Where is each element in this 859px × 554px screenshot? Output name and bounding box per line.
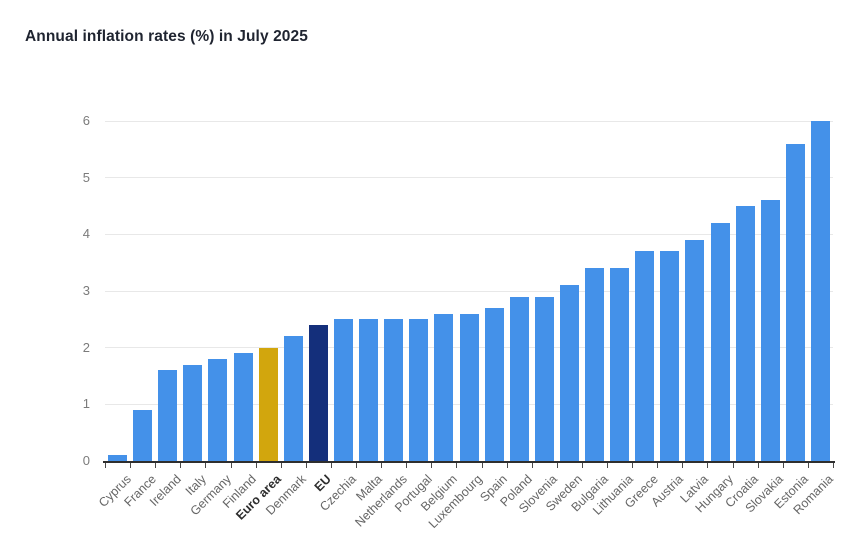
x-axis-tick: [280, 463, 282, 468]
chart-title: Annual inflation rates (%) in July 2025: [25, 28, 308, 45]
x-axis-tick: [155, 463, 157, 468]
bar-belgium[interactable]: [434, 314, 453, 461]
bar-greece[interactable]: [635, 251, 654, 461]
y-axis-label: 5: [82, 169, 90, 185]
x-axis-tick: [556, 463, 558, 468]
y-axis-label: 4: [82, 226, 90, 242]
bar-cyprus[interactable]: [108, 455, 127, 461]
y-axis-label: 6: [82, 113, 90, 128]
x-axis-tick: [657, 463, 659, 468]
y-axis-label: 3: [82, 283, 90, 298]
bar-finland[interactable]: [234, 353, 253, 461]
x-axis-tick: [305, 463, 307, 468]
y-axis-label: 1: [82, 396, 90, 412]
y-axis-label: 2: [82, 339, 90, 355]
gridline: [105, 177, 833, 179]
x-axis-tick: [833, 463, 834, 468]
gridline: [105, 290, 833, 292]
x-axis-tick: [456, 463, 458, 468]
bar-france[interactable]: [133, 410, 152, 461]
x-axis-tick: [682, 463, 684, 468]
x-axis-tick: [330, 463, 332, 468]
x-axis-tick: [481, 463, 483, 468]
x-axis-tick: [406, 463, 408, 468]
bar-slovenia[interactable]: [535, 297, 554, 461]
bar-hungary[interactable]: [711, 223, 730, 461]
x-axis-tick: [255, 463, 257, 468]
bar-italy[interactable]: [183, 365, 202, 461]
x-axis-tick: [506, 463, 508, 468]
x-axis-tick: [632, 463, 634, 468]
bar-croatia[interactable]: [736, 206, 755, 461]
x-axis-tick: [531, 463, 533, 468]
x-axis-tick: [581, 463, 583, 468]
bar-estonia[interactable]: [786, 144, 805, 461]
bar-luxembourg[interactable]: [460, 314, 479, 461]
x-axis-tick: [732, 463, 734, 468]
x-axis-tick: [205, 463, 207, 468]
x-axis-tick: [431, 463, 433, 468]
bar-romania[interactable]: [811, 121, 830, 461]
x-axis-tick: [757, 463, 759, 468]
bar-germany[interactable]: [208, 359, 227, 461]
x-axis-tick: [130, 463, 132, 468]
bar-spain[interactable]: [485, 308, 504, 461]
bar-lithuania[interactable]: [610, 268, 629, 461]
gridline: [105, 120, 833, 122]
bar-poland[interactable]: [510, 297, 529, 461]
x-axis-tick: [105, 463, 106, 468]
bar-latvia[interactable]: [685, 240, 704, 461]
x-axis-tick: [607, 463, 609, 468]
x-axis-tick: [180, 463, 182, 468]
bar-slovakia[interactable]: [761, 200, 780, 461]
x-axis-tick: [707, 463, 709, 468]
bar-netherlands[interactable]: [384, 319, 403, 461]
bar-bulgaria[interactable]: [585, 268, 604, 461]
gridline: [105, 233, 833, 235]
x-axis-tick: [356, 463, 358, 468]
bar-denmark[interactable]: [284, 336, 303, 461]
bar-eu[interactable]: [309, 325, 328, 461]
x-axis-tick: [782, 463, 784, 468]
bar-czechia[interactable]: [334, 319, 353, 461]
bar-austria[interactable]: [660, 251, 679, 461]
bar-malta[interactable]: [359, 319, 378, 461]
bar-ireland[interactable]: [158, 370, 177, 461]
bar-sweden[interactable]: [560, 285, 579, 461]
x-axis-line: [103, 461, 835, 463]
x-axis-tick: [381, 463, 383, 468]
x-axis-tick: [807, 463, 809, 468]
y-axis-label: 0: [82, 453, 90, 468]
bar-portugal[interactable]: [409, 319, 428, 461]
x-axis-tick: [230, 463, 232, 468]
bar-euro-area[interactable]: [259, 348, 278, 461]
